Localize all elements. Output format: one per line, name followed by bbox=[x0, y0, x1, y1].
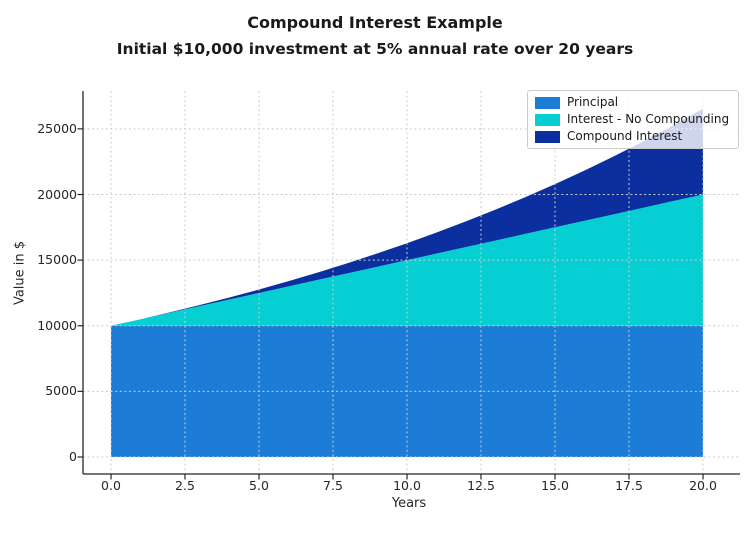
x-tick-label: 2.5 bbox=[175, 478, 195, 493]
legend-item: Principal bbox=[535, 96, 729, 109]
legend-item: Compound Interest bbox=[535, 130, 729, 143]
legend-label: Interest - No Compounding bbox=[567, 112, 730, 126]
y-tick-label: 20000 bbox=[37, 186, 77, 202]
chart-title: Compound Interest Example bbox=[247, 13, 503, 32]
y-tick-label: 25000 bbox=[37, 120, 77, 136]
x-tick-label: 5.0 bbox=[249, 478, 269, 493]
x-tick-label: 12.5 bbox=[467, 478, 495, 493]
legend-swatch bbox=[535, 113, 560, 126]
x-tick-label: 17.5 bbox=[615, 478, 643, 493]
area-interest-no-compounding bbox=[111, 194, 703, 326]
y-tick-label: 10000 bbox=[37, 317, 77, 333]
y-tick-label: 15000 bbox=[37, 252, 77, 268]
legend-label: Principal bbox=[567, 95, 619, 109]
x-tick-label: 7.5 bbox=[323, 478, 343, 493]
x-tick-label: 20.0 bbox=[689, 478, 717, 493]
legend-swatch bbox=[535, 96, 560, 109]
area-compound-interest bbox=[111, 108, 703, 326]
chart-header: Compound Interest Example Initial $10,00… bbox=[0, 10, 750, 62]
chart-subtitle: Initial $10,000 investment at 5% annual … bbox=[116, 40, 634, 58]
legend-swatch bbox=[535, 130, 560, 143]
y-axis-label: Value in $ bbox=[12, 240, 28, 306]
y-tick-label: 0 bbox=[69, 449, 77, 464]
legend-item: Interest - No Compounding bbox=[535, 113, 729, 126]
x-tick-label: 15.0 bbox=[541, 478, 569, 493]
x-tick-label: 0.0 bbox=[101, 478, 121, 493]
legend: Principal Interest - No Compounding Compou… bbox=[527, 90, 740, 149]
x-tick-label: 10.0 bbox=[393, 478, 421, 493]
x-axis-label: Years bbox=[391, 496, 427, 511]
legend-label: Compound Interest bbox=[567, 129, 683, 143]
y-tick-label: 5000 bbox=[45, 383, 77, 399]
